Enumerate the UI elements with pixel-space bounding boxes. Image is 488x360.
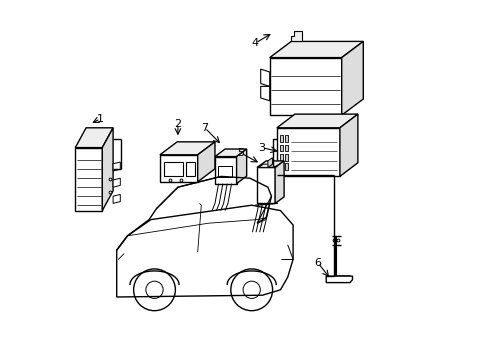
Text: 4: 4 <box>251 38 258 48</box>
Polygon shape <box>339 114 357 176</box>
Text: 3: 3 <box>258 143 264 153</box>
Polygon shape <box>260 69 269 86</box>
Polygon shape <box>279 154 283 161</box>
Polygon shape <box>284 145 288 151</box>
Polygon shape <box>284 163 288 170</box>
Polygon shape <box>257 167 275 203</box>
Polygon shape <box>284 154 288 161</box>
Polygon shape <box>215 157 236 184</box>
Polygon shape <box>257 161 284 167</box>
Polygon shape <box>75 128 113 148</box>
Polygon shape <box>113 162 120 171</box>
Text: 5: 5 <box>237 148 244 158</box>
Polygon shape <box>113 178 120 187</box>
Polygon shape <box>279 145 283 151</box>
Polygon shape <box>218 166 232 177</box>
Polygon shape <box>279 135 283 142</box>
Polygon shape <box>102 128 113 211</box>
Text: 2: 2 <box>174 119 181 129</box>
Polygon shape <box>276 128 339 176</box>
Polygon shape <box>197 142 215 182</box>
Polygon shape <box>75 148 102 211</box>
Text: 1: 1 <box>97 114 104 124</box>
Polygon shape <box>269 41 363 58</box>
Polygon shape <box>113 194 120 203</box>
Polygon shape <box>276 114 357 128</box>
Polygon shape <box>117 205 292 297</box>
Polygon shape <box>163 162 183 176</box>
Polygon shape <box>291 31 302 41</box>
Polygon shape <box>258 164 272 167</box>
Polygon shape <box>260 86 269 101</box>
Polygon shape <box>275 161 284 203</box>
Polygon shape <box>185 162 194 176</box>
Polygon shape <box>215 149 246 157</box>
Polygon shape <box>279 163 283 170</box>
Polygon shape <box>160 155 197 182</box>
Text: 6: 6 <box>314 258 321 268</box>
Polygon shape <box>341 41 363 115</box>
Polygon shape <box>284 135 288 142</box>
Polygon shape <box>160 142 215 155</box>
Text: 7: 7 <box>201 123 208 133</box>
Polygon shape <box>325 276 352 283</box>
Polygon shape <box>269 58 341 115</box>
Polygon shape <box>267 158 272 167</box>
Polygon shape <box>236 149 246 184</box>
